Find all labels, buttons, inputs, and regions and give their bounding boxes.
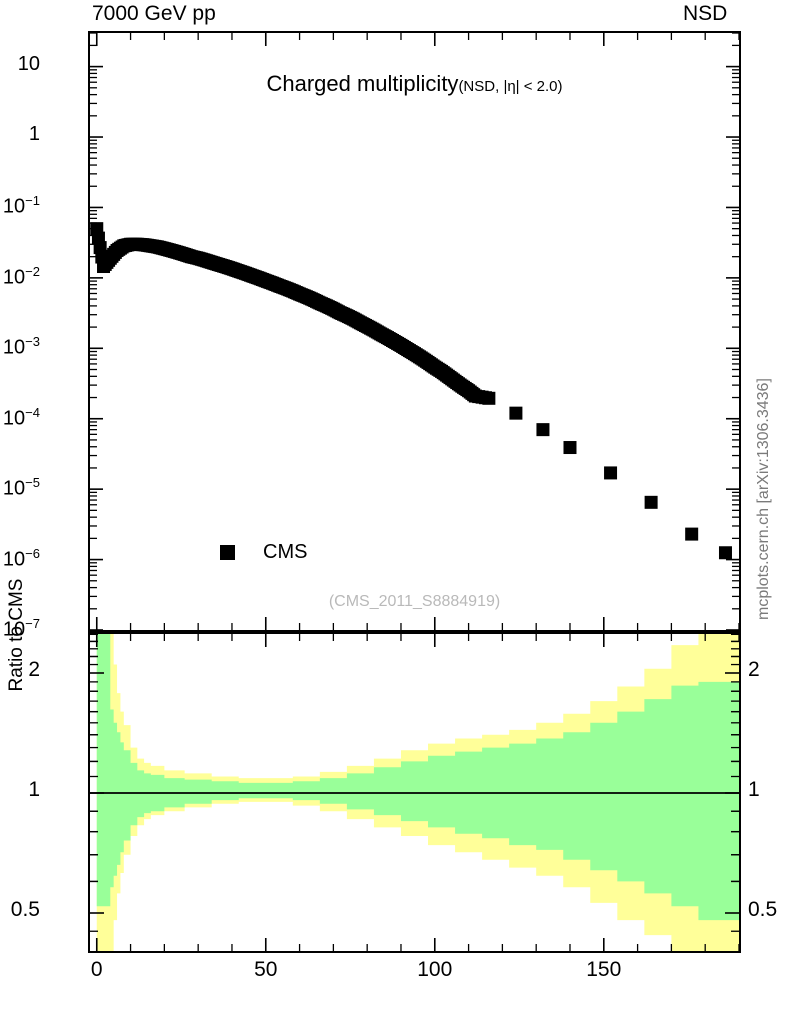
y-axis-tick-1e-2: 10−2 [2, 263, 40, 289]
ratio-axis-label: Ratio to CMS [6, 578, 27, 692]
plot-title-sub: (NSD, |η| < 2.0) [458, 78, 563, 95]
data-marker [563, 441, 577, 455]
ratio-y-tick-left-1: 1 [28, 778, 40, 801]
header-left-label: 7000 GeV pp [92, 2, 216, 25]
main-plot-canvas [90, 33, 739, 630]
header-right-label: NSD [683, 2, 728, 25]
ratio-y-tick-left-2: 2 [28, 658, 40, 681]
y-axis-tick-1e-7: 10−7 [2, 616, 40, 641]
y-axis-tick-1e-4: 10−4 [2, 404, 40, 430]
data-marker [685, 527, 699, 541]
legend: CMS [220, 541, 307, 564]
x-axis-tick-150: 150 [586, 958, 622, 981]
data-marker [718, 546, 732, 560]
data-marker [644, 495, 658, 509]
x-axis-tick-100: 100 [417, 958, 453, 981]
y-axis-tick-1e-3: 10−3 [2, 334, 40, 359]
x-axis-tick-0: 0 [90, 958, 103, 981]
y-axis-tick-1e-5: 10−5 [2, 475, 40, 500]
ratio-y-tick-right-05: 0.5 [748, 898, 778, 921]
analysis-watermark: (CMS_2011_S8884919) [328, 593, 501, 610]
y-axis-tick-1e-6: 10−6 [2, 545, 40, 571]
data-marker [536, 423, 550, 437]
plot-title-main: Charged multiplicity [266, 71, 459, 96]
inner-band [96, 634, 739, 921]
data-marker [604, 466, 618, 480]
y-axis-tick-1: 1 [28, 123, 40, 146]
y-axis-tick-10: 10 [17, 52, 40, 75]
legend-label-cms: CMS [263, 541, 308, 563]
data-marker [509, 406, 523, 420]
ratio-y-tick-right-1: 1 [748, 778, 760, 801]
ratio-plot-canvas [90, 634, 739, 951]
plot-title: Charged multiplicity(NSD, |η| < 2.0) [90, 71, 739, 97]
x-axis-tick-50: 50 [254, 958, 278, 981]
ratio-y-tick-right-2: 2 [748, 658, 760, 681]
ratio-y-tick-left-05: 0.5 [10, 898, 40, 921]
ratio-plot-panel [88, 632, 741, 953]
main-plot-panel: Charged multiplicity(NSD, |η| < 2.0) CMS… [88, 31, 741, 632]
legend-marker-square [220, 545, 235, 560]
data-marker [478, 391, 492, 405]
source-side-text: mcplots.cern.ch [arXiv:1306.3436] [755, 378, 772, 620]
y-axis-tick-1e-1: 10−1 [2, 193, 40, 219]
